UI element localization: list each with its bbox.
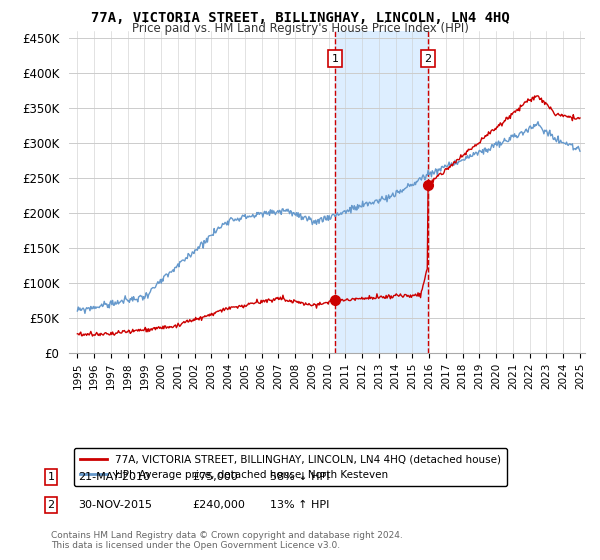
Text: 2: 2 xyxy=(424,54,431,64)
Text: 21-MAY-2010: 21-MAY-2010 xyxy=(78,472,150,482)
Text: £75,000: £75,000 xyxy=(192,472,238,482)
Text: Price paid vs. HM Land Registry's House Price Index (HPI): Price paid vs. HM Land Registry's House … xyxy=(131,22,469,35)
Text: 13% ↑ HPI: 13% ↑ HPI xyxy=(270,500,329,510)
Text: 1: 1 xyxy=(47,472,55,482)
Text: 1: 1 xyxy=(332,54,338,64)
Text: 30-NOV-2015: 30-NOV-2015 xyxy=(78,500,152,510)
Text: Contains HM Land Registry data © Crown copyright and database right 2024.
This d: Contains HM Land Registry data © Crown c… xyxy=(51,530,403,550)
Text: 77A, VICTORIA STREET, BILLINGHAY, LINCOLN, LN4 4HQ: 77A, VICTORIA STREET, BILLINGHAY, LINCOL… xyxy=(91,11,509,25)
Bar xyxy=(335,31,428,353)
Legend: 77A, VICTORIA STREET, BILLINGHAY, LINCOLN, LN4 4HQ (detached house), HPI: Averag: 77A, VICTORIA STREET, BILLINGHAY, LINCOL… xyxy=(74,448,507,486)
Text: 2: 2 xyxy=(47,500,55,510)
Text: £240,000: £240,000 xyxy=(192,500,245,510)
Text: 58% ↓ HPI: 58% ↓ HPI xyxy=(270,472,329,482)
